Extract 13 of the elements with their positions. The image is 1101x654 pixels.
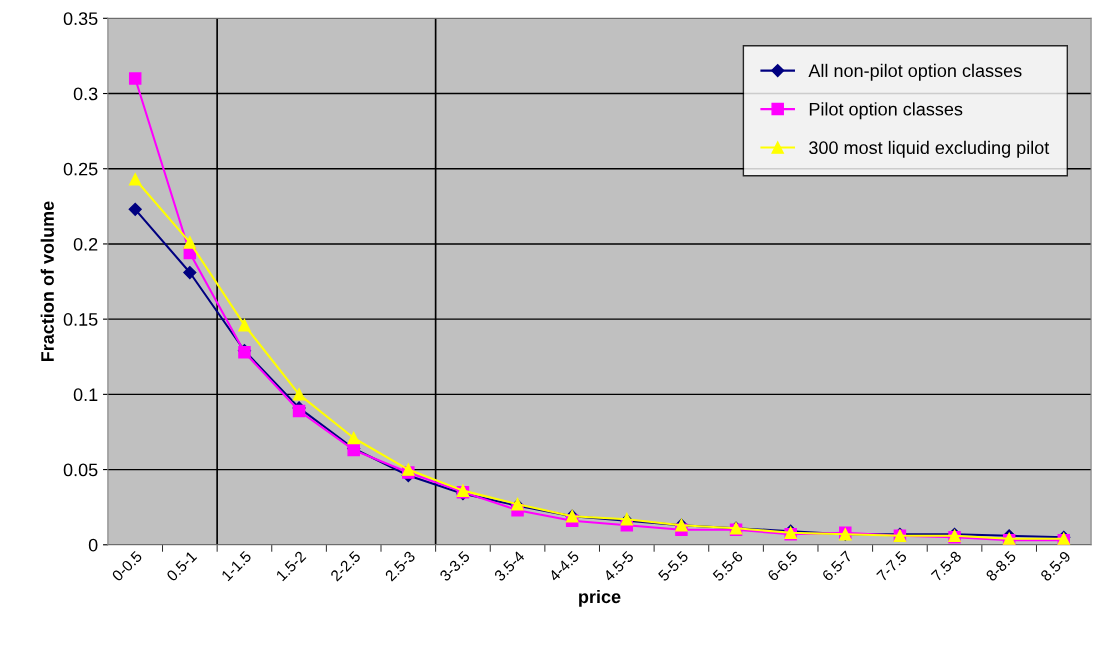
y-tick-label: 0.2: [73, 237, 98, 251]
y-tick-label: 0: [88, 538, 98, 552]
y-tick-label: 0.25: [63, 162, 98, 176]
y-tick-label: 0.3: [73, 87, 98, 101]
legend-label: All non-pilot option classes: [808, 63, 1022, 81]
y-tick-label: 0.35: [63, 12, 98, 26]
y-tick-label: 0.05: [63, 463, 98, 477]
y-tick-label: 0.1: [73, 388, 98, 402]
y-tick-label: 0.15: [63, 313, 98, 326]
legend-label: 300 most liquid excluding pilot: [809, 140, 1050, 158]
legend-label: Pilot option classes: [809, 102, 963, 120]
y-axis-title: Fraction of volume: [40, 201, 54, 362]
x-axis-title: price: [579, 589, 621, 607]
